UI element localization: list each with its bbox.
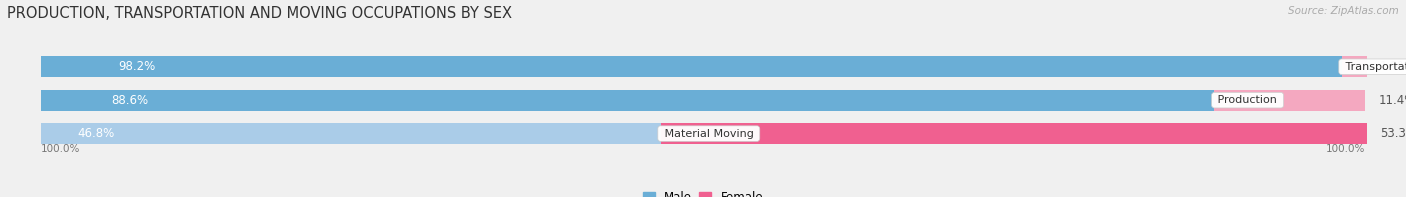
Legend: Male, Female: Male, Female: [638, 186, 768, 197]
Bar: [1215, 90, 1365, 111]
Text: Source: ZipAtlas.com: Source: ZipAtlas.com: [1288, 6, 1399, 16]
Text: 100.0%: 100.0%: [1326, 144, 1365, 154]
Bar: [41, 90, 1215, 111]
Bar: [41, 123, 1365, 144]
Text: 46.8%: 46.8%: [77, 127, 115, 140]
Text: 88.6%: 88.6%: [111, 94, 148, 107]
Bar: [41, 90, 1365, 111]
Text: Material Moving: Material Moving: [661, 129, 756, 139]
Text: 53.3%: 53.3%: [1381, 127, 1406, 140]
Bar: [41, 56, 1365, 77]
Text: Production: Production: [1215, 95, 1281, 105]
Text: 11.4%: 11.4%: [1379, 94, 1406, 107]
Text: Transportation: Transportation: [1341, 62, 1406, 72]
Bar: [661, 123, 1367, 144]
Text: 98.2%: 98.2%: [118, 60, 156, 73]
Text: 100.0%: 100.0%: [41, 144, 80, 154]
Text: 1.9%: 1.9%: [1381, 60, 1406, 73]
Bar: [1341, 56, 1367, 77]
Text: PRODUCTION, TRANSPORTATION AND MOVING OCCUPATIONS BY SEX: PRODUCTION, TRANSPORTATION AND MOVING OC…: [7, 6, 512, 21]
Bar: [41, 123, 661, 144]
Bar: [41, 56, 1341, 77]
